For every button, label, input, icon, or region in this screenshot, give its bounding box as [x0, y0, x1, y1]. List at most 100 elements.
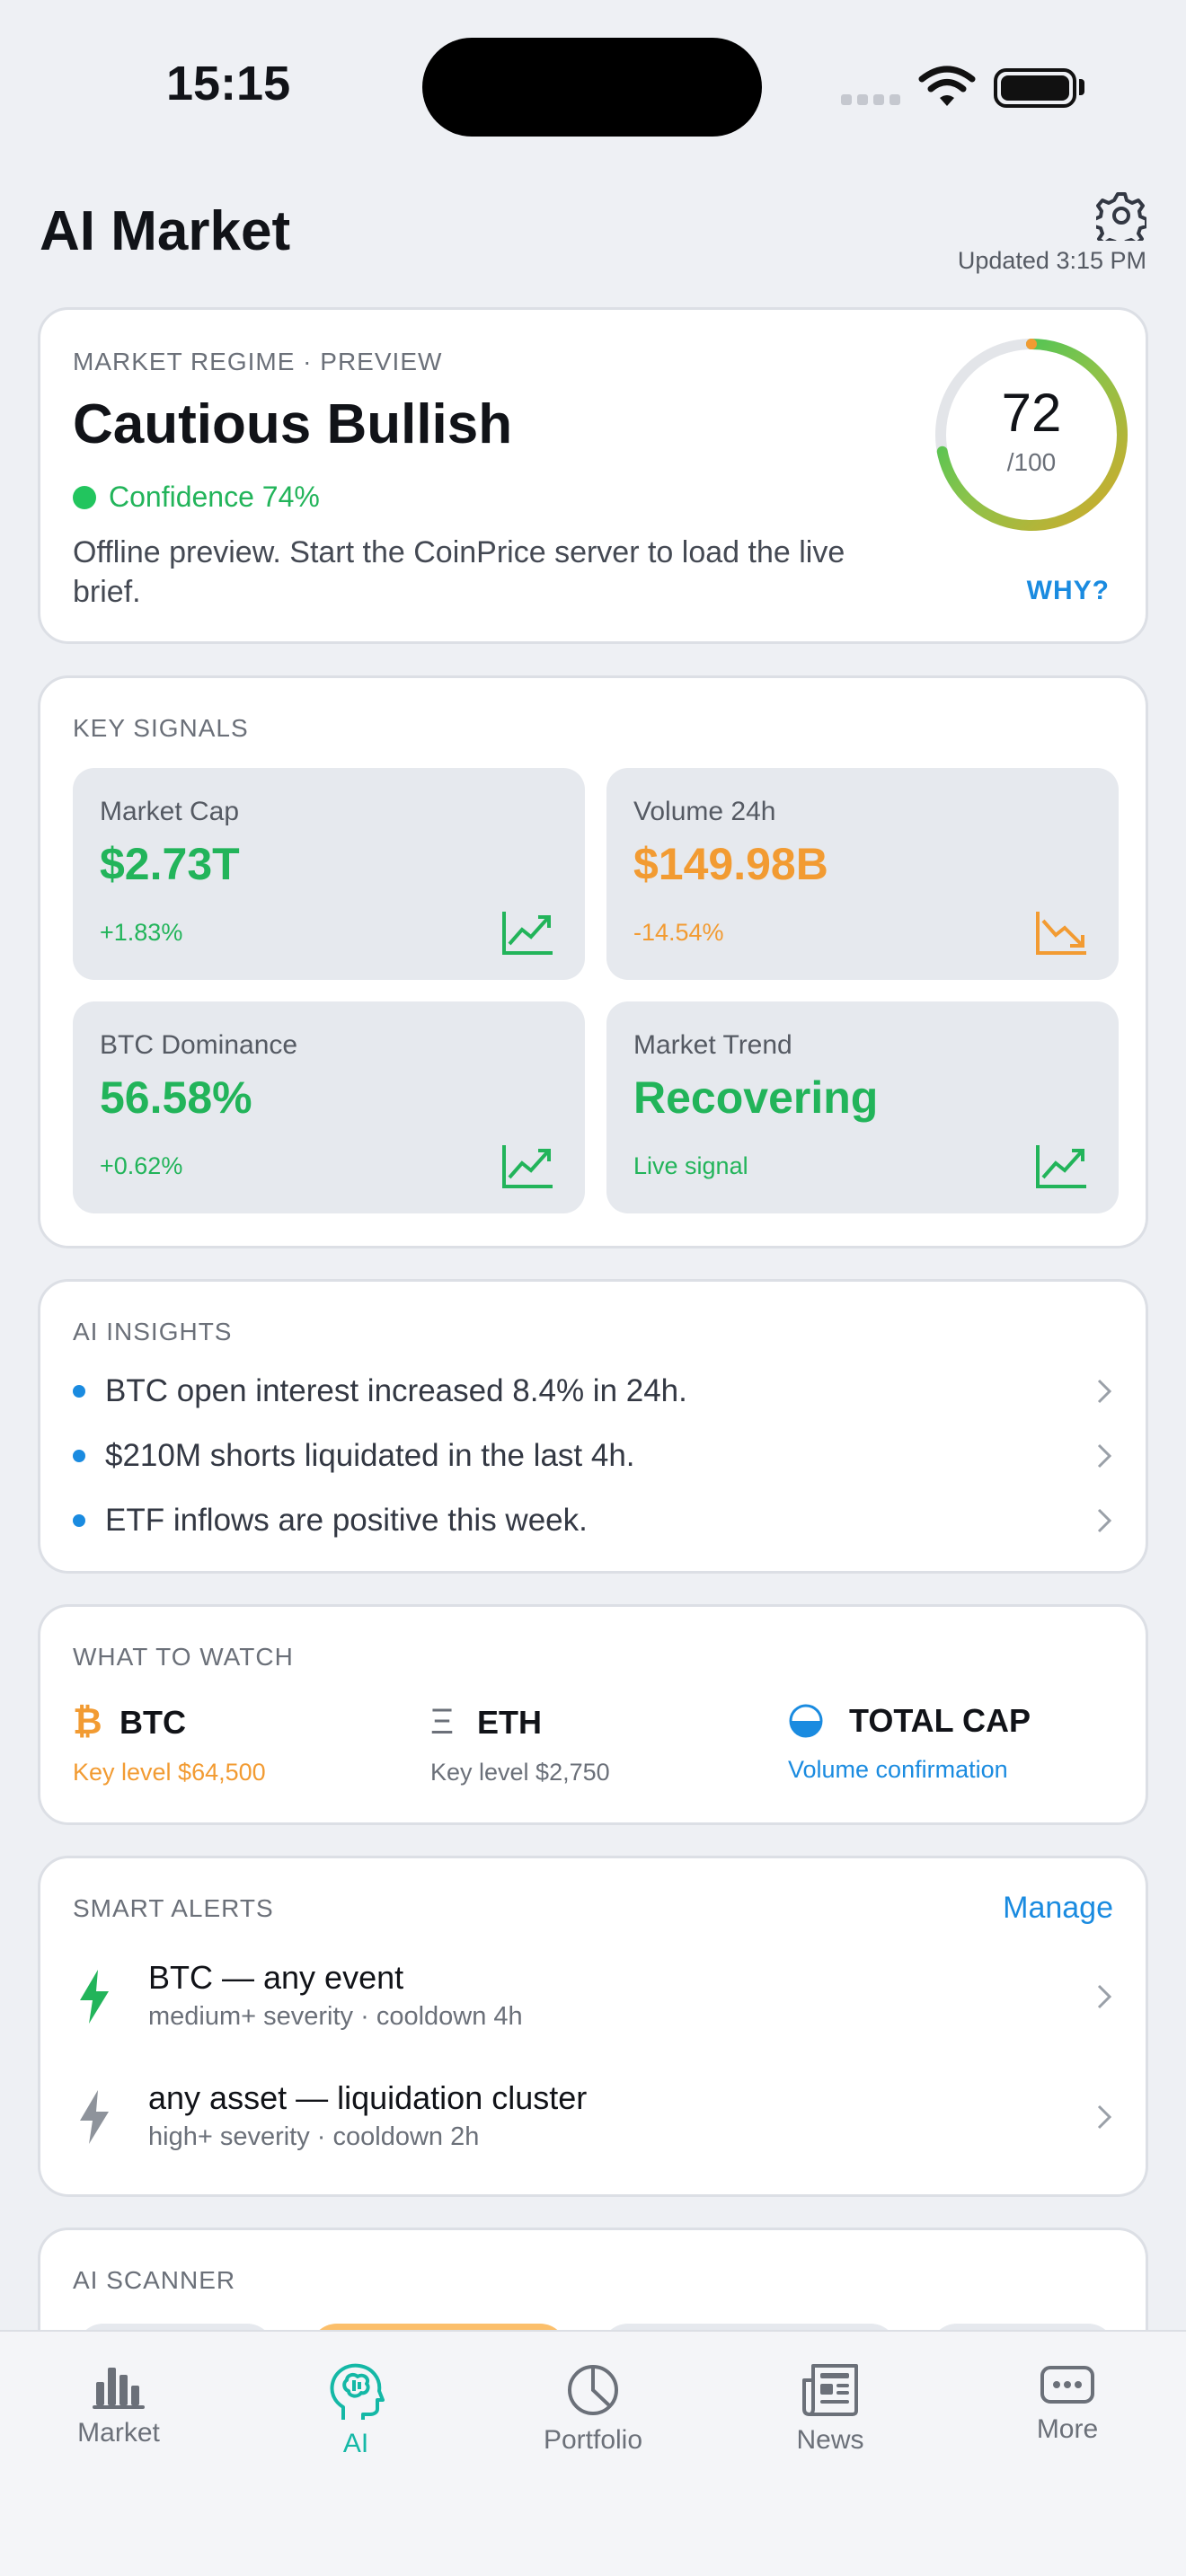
- trend-down-icon: [1036, 912, 1086, 955]
- key-signals-card: KEY SIGNALS Market Cap $2.73T +1.83% Vol…: [38, 675, 1148, 1248]
- alert-title: BTC — any event: [148, 1959, 404, 1996]
- chevron-right-icon: [1097, 1379, 1112, 1404]
- tab-label: News: [796, 2425, 864, 2455]
- cellular-signal-icon: [841, 93, 906, 110]
- bullet-dot: [73, 1514, 85, 1527]
- tile-label: Volume 24h: [633, 797, 776, 826]
- updated-timestamp: Updated 3:15 PM: [957, 247, 1146, 274]
- tile-change: Live signal: [633, 1152, 748, 1179]
- tile-change: +1.83%: [100, 919, 183, 946]
- chevron-right-icon: [1097, 1443, 1112, 1469]
- trend-up-icon: [1036, 1145, 1086, 1188]
- regime-headline: Cautious Bullish: [73, 393, 513, 455]
- bar-chart-icon: [93, 2368, 145, 2409]
- score-value: 72: [1001, 383, 1062, 443]
- battery-tip: [1079, 79, 1084, 95]
- pie-chart-icon: [568, 2365, 618, 2415]
- insights-label: AI INSIGHTS: [73, 1318, 233, 1345]
- tab-market[interactable]: Market: [20, 2362, 217, 2448]
- alert-subtitle: medium+ severity · cooldown 4h: [148, 2002, 523, 2031]
- tab-portfolio[interactable]: Portfolio: [494, 2362, 692, 2456]
- bitcoin-icon: ₿: [73, 1702, 102, 1742]
- insight-row[interactable]: ETF inflows are positive this week.: [73, 1494, 1115, 1548]
- signal-tile-volume[interactable]: Volume 24h $149.98B -14.54%: [606, 768, 1119, 980]
- watch-item-eth[interactable]: Ξ ETH Key level $2,750: [430, 1702, 610, 1786]
- ellipsis-icon: [1040, 2366, 1094, 2404]
- signals-label: KEY SIGNALS: [73, 714, 249, 742]
- market-regime-card[interactable]: MARKET REGIME · PREVIEW Cautious Bullish…: [38, 307, 1148, 644]
- watch-symbol: BTC: [119, 1703, 186, 1741]
- watch-item-total-cap[interactable]: TOTAL CAP Volume confirmation: [788, 1702, 1031, 1784]
- signal-tile-market-trend[interactable]: Market Trend Recovering Live signal: [606, 1001, 1119, 1213]
- wifi-icon: [918, 66, 976, 106]
- tab-label: More: [1036, 2414, 1099, 2444]
- tab-label: Portfolio: [543, 2425, 643, 2455]
- tab-bar: Market AI Portfolio News More: [0, 2330, 1186, 2576]
- watch-note: Key level $2,750: [430, 1759, 610, 1786]
- alert-subtitle: high+ severity · cooldown 2h: [148, 2122, 480, 2151]
- score-max: /100: [1006, 448, 1057, 476]
- watch-symbol: ETH: [477, 1703, 542, 1741]
- tab-label: Market: [77, 2418, 160, 2448]
- signal-tile-btc-dominance[interactable]: BTC Dominance 56.58% +0.62%: [73, 1001, 585, 1213]
- watch-item-btc[interactable]: ₿ BTC Key level $64,500: [73, 1702, 266, 1786]
- page-title: AI Market: [40, 200, 291, 262]
- lightning-bolt-icon: [80, 1970, 109, 2024]
- tile-label: Market Trend: [633, 1030, 792, 1060]
- gear-icon[interactable]: [1096, 190, 1146, 241]
- bullet-dot: [73, 1385, 85, 1398]
- insight-text: ETF inflows are positive this week.: [105, 1503, 588, 1538]
- tile-value: Recovering: [633, 1072, 879, 1123]
- tab-news[interactable]: News: [731, 2362, 929, 2456]
- insight-row[interactable]: $210M shorts liquidated in the last 4h.: [73, 1429, 1115, 1483]
- newspaper-icon: [802, 2364, 858, 2416]
- watch-note: Key level $64,500: [73, 1759, 266, 1786]
- why-link[interactable]: WHY?: [1026, 576, 1110, 605]
- regime-label: MARKET REGIME · PREVIEW: [73, 348, 443, 375]
- status-time: 15:15: [166, 57, 291, 110]
- signal-tile-market-cap[interactable]: Market Cap $2.73T +1.83%: [73, 768, 585, 980]
- lightning-bolt-icon: [80, 2090, 109, 2144]
- score-gauge: [935, 339, 1128, 531]
- bullet-dot: [73, 1450, 85, 1462]
- insight-row[interactable]: BTC open interest increased 8.4% in 24h.: [73, 1364, 1115, 1418]
- tile-label: Market Cap: [100, 797, 240, 826]
- alert-row[interactable]: any asset — liquidation cluster high+ se…: [73, 2079, 1115, 2169]
- confidence-indicator: Confidence 74%: [73, 481, 320, 514]
- tile-value: 56.58%: [100, 1072, 252, 1123]
- insight-text: $210M shorts liquidated in the last 4h.: [105, 1438, 635, 1473]
- tile-value: $149.98B: [633, 839, 828, 889]
- watch-note: Volume confirmation: [788, 1756, 1008, 1783]
- what-to-watch-card: WHAT TO WATCH ₿ BTC Key level $64,500 Ξ …: [38, 1604, 1148, 1825]
- tile-change: +0.62%: [100, 1152, 183, 1179]
- confidence-text: Confidence 74%: [109, 481, 320, 513]
- chevron-right-icon: [1097, 1508, 1112, 1533]
- tile-value: $2.73T: [100, 839, 240, 889]
- half-circle-icon: [789, 1704, 823, 1738]
- tab-ai[interactable]: AI: [257, 2362, 455, 2459]
- confidence-dot: [73, 485, 96, 509]
- scanner-label: AI SCANNER: [73, 2266, 236, 2294]
- tile-label: BTC Dominance: [100, 1030, 298, 1060]
- tab-more[interactable]: More: [969, 2362, 1166, 2445]
- dynamic-island: [422, 38, 762, 137]
- watch-label: WHAT TO WATCH: [73, 1643, 294, 1671]
- watch-symbol: TOTAL CAP: [849, 1702, 1031, 1739]
- ethereum-icon: Ξ: [430, 1702, 454, 1742]
- alerts-label: SMART ALERTS: [73, 1894, 274, 1922]
- smart-alerts-card: SMART ALERTS Manage BTC — any event medi…: [38, 1856, 1148, 2197]
- tile-change: -14.54%: [633, 919, 724, 946]
- battery-icon: [994, 68, 1076, 108]
- tab-label: AI: [342, 2429, 369, 2458]
- trend-up-icon: [502, 912, 553, 955]
- trend-up-icon: [502, 1145, 553, 1188]
- ai-insights-card: AI INSIGHTS BTC open interest increased …: [38, 1279, 1148, 1574]
- manage-alerts-button[interactable]: Manage: [1003, 1891, 1113, 1925]
- insight-text: BTC open interest increased 8.4% in 24h.: [105, 1373, 687, 1408]
- brain-head-icon: [330, 2363, 385, 2420]
- chevron-right-icon: [1097, 1984, 1112, 2009]
- alert-row[interactable]: BTC — any event medium+ severity · coold…: [73, 1959, 1115, 2049]
- regime-description: Offline preview. Start the CoinPrice ser…: [73, 535, 845, 609]
- chevron-right-icon: [1097, 2104, 1112, 2130]
- alert-title: any asset — liquidation cluster: [148, 2079, 588, 2116]
